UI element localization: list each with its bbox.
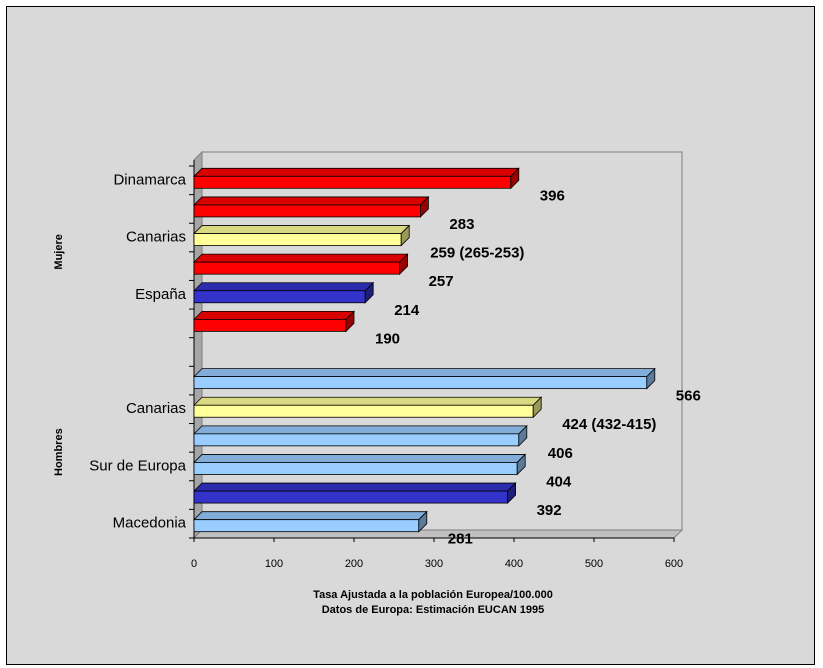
bar xyxy=(193,290,366,304)
data-label: 259 (265-253) xyxy=(430,245,524,262)
category-label: Sur de Europa xyxy=(89,457,186,474)
data-label: 566 xyxy=(676,388,701,405)
bar xyxy=(193,433,520,447)
bar-top-face xyxy=(193,167,520,177)
bar-top-face xyxy=(193,454,527,463)
bar-top-face xyxy=(193,282,375,292)
data-label: 190 xyxy=(375,330,400,347)
bar-end-face xyxy=(345,310,355,333)
category-label: Canarias xyxy=(126,400,186,417)
data-label: 283 xyxy=(449,216,474,233)
category-label: España xyxy=(135,286,187,303)
x-axis-title: Tasa Ajustada a la población Europea/100… xyxy=(313,589,553,601)
bar-end-face xyxy=(646,367,656,390)
bar-end-face xyxy=(418,510,428,533)
group-label: Hombres xyxy=(53,428,65,476)
bar xyxy=(193,462,518,475)
bar xyxy=(193,490,509,504)
data-label: 404 xyxy=(546,473,572,490)
x-axis-title: Datos de Europa: Estimación EUCAN 1995 xyxy=(322,604,545,616)
bar-top-face xyxy=(193,310,355,320)
bar-top-face xyxy=(193,196,430,206)
bar-top-face xyxy=(193,368,656,378)
x-tick-label: 300 xyxy=(425,558,443,570)
bar xyxy=(193,318,347,332)
bar-end-face xyxy=(516,453,526,476)
x-tick-label: 400 xyxy=(505,558,523,570)
category-label: Dinamarca xyxy=(113,171,186,188)
x-tick-label: 500 xyxy=(585,558,603,570)
bar-top-face xyxy=(193,482,517,492)
data-label: 392 xyxy=(537,502,562,519)
category-label: Macedonia xyxy=(113,515,187,532)
x-tick-label: 600 xyxy=(665,558,683,570)
bar-end-face xyxy=(510,167,520,190)
data-label: 424 (432-415) xyxy=(562,416,656,433)
x-tick-label: 200 xyxy=(345,558,363,570)
data-label: 281 xyxy=(448,531,473,548)
bar xyxy=(193,519,420,533)
bar-top-face xyxy=(193,253,409,263)
bar xyxy=(193,204,421,218)
bar-top-face xyxy=(193,396,543,406)
bar xyxy=(193,233,402,246)
bar-end-face xyxy=(507,482,516,505)
bar-end-face xyxy=(399,253,408,276)
data-label: 396 xyxy=(540,187,565,204)
category-label: Canarias xyxy=(126,229,186,246)
bar xyxy=(193,404,534,418)
x-tick-label: 100 xyxy=(265,558,283,570)
data-label: 214 xyxy=(394,302,420,319)
bar-top-face xyxy=(193,225,411,234)
bar xyxy=(193,376,648,390)
group-label: Mujere xyxy=(53,234,65,269)
bar-top-face xyxy=(193,511,428,521)
bar-end-face xyxy=(420,195,429,218)
x-tick-label: 0 xyxy=(191,558,197,570)
bar-end-face xyxy=(532,396,542,419)
bar-top-face xyxy=(193,425,528,435)
bar-end-face xyxy=(364,281,374,304)
bar-end-face xyxy=(518,424,528,447)
data-label: 257 xyxy=(429,273,454,290)
bar xyxy=(193,261,401,275)
bar-end-face xyxy=(400,224,410,247)
bar xyxy=(193,175,512,189)
data-label: 406 xyxy=(548,445,573,462)
